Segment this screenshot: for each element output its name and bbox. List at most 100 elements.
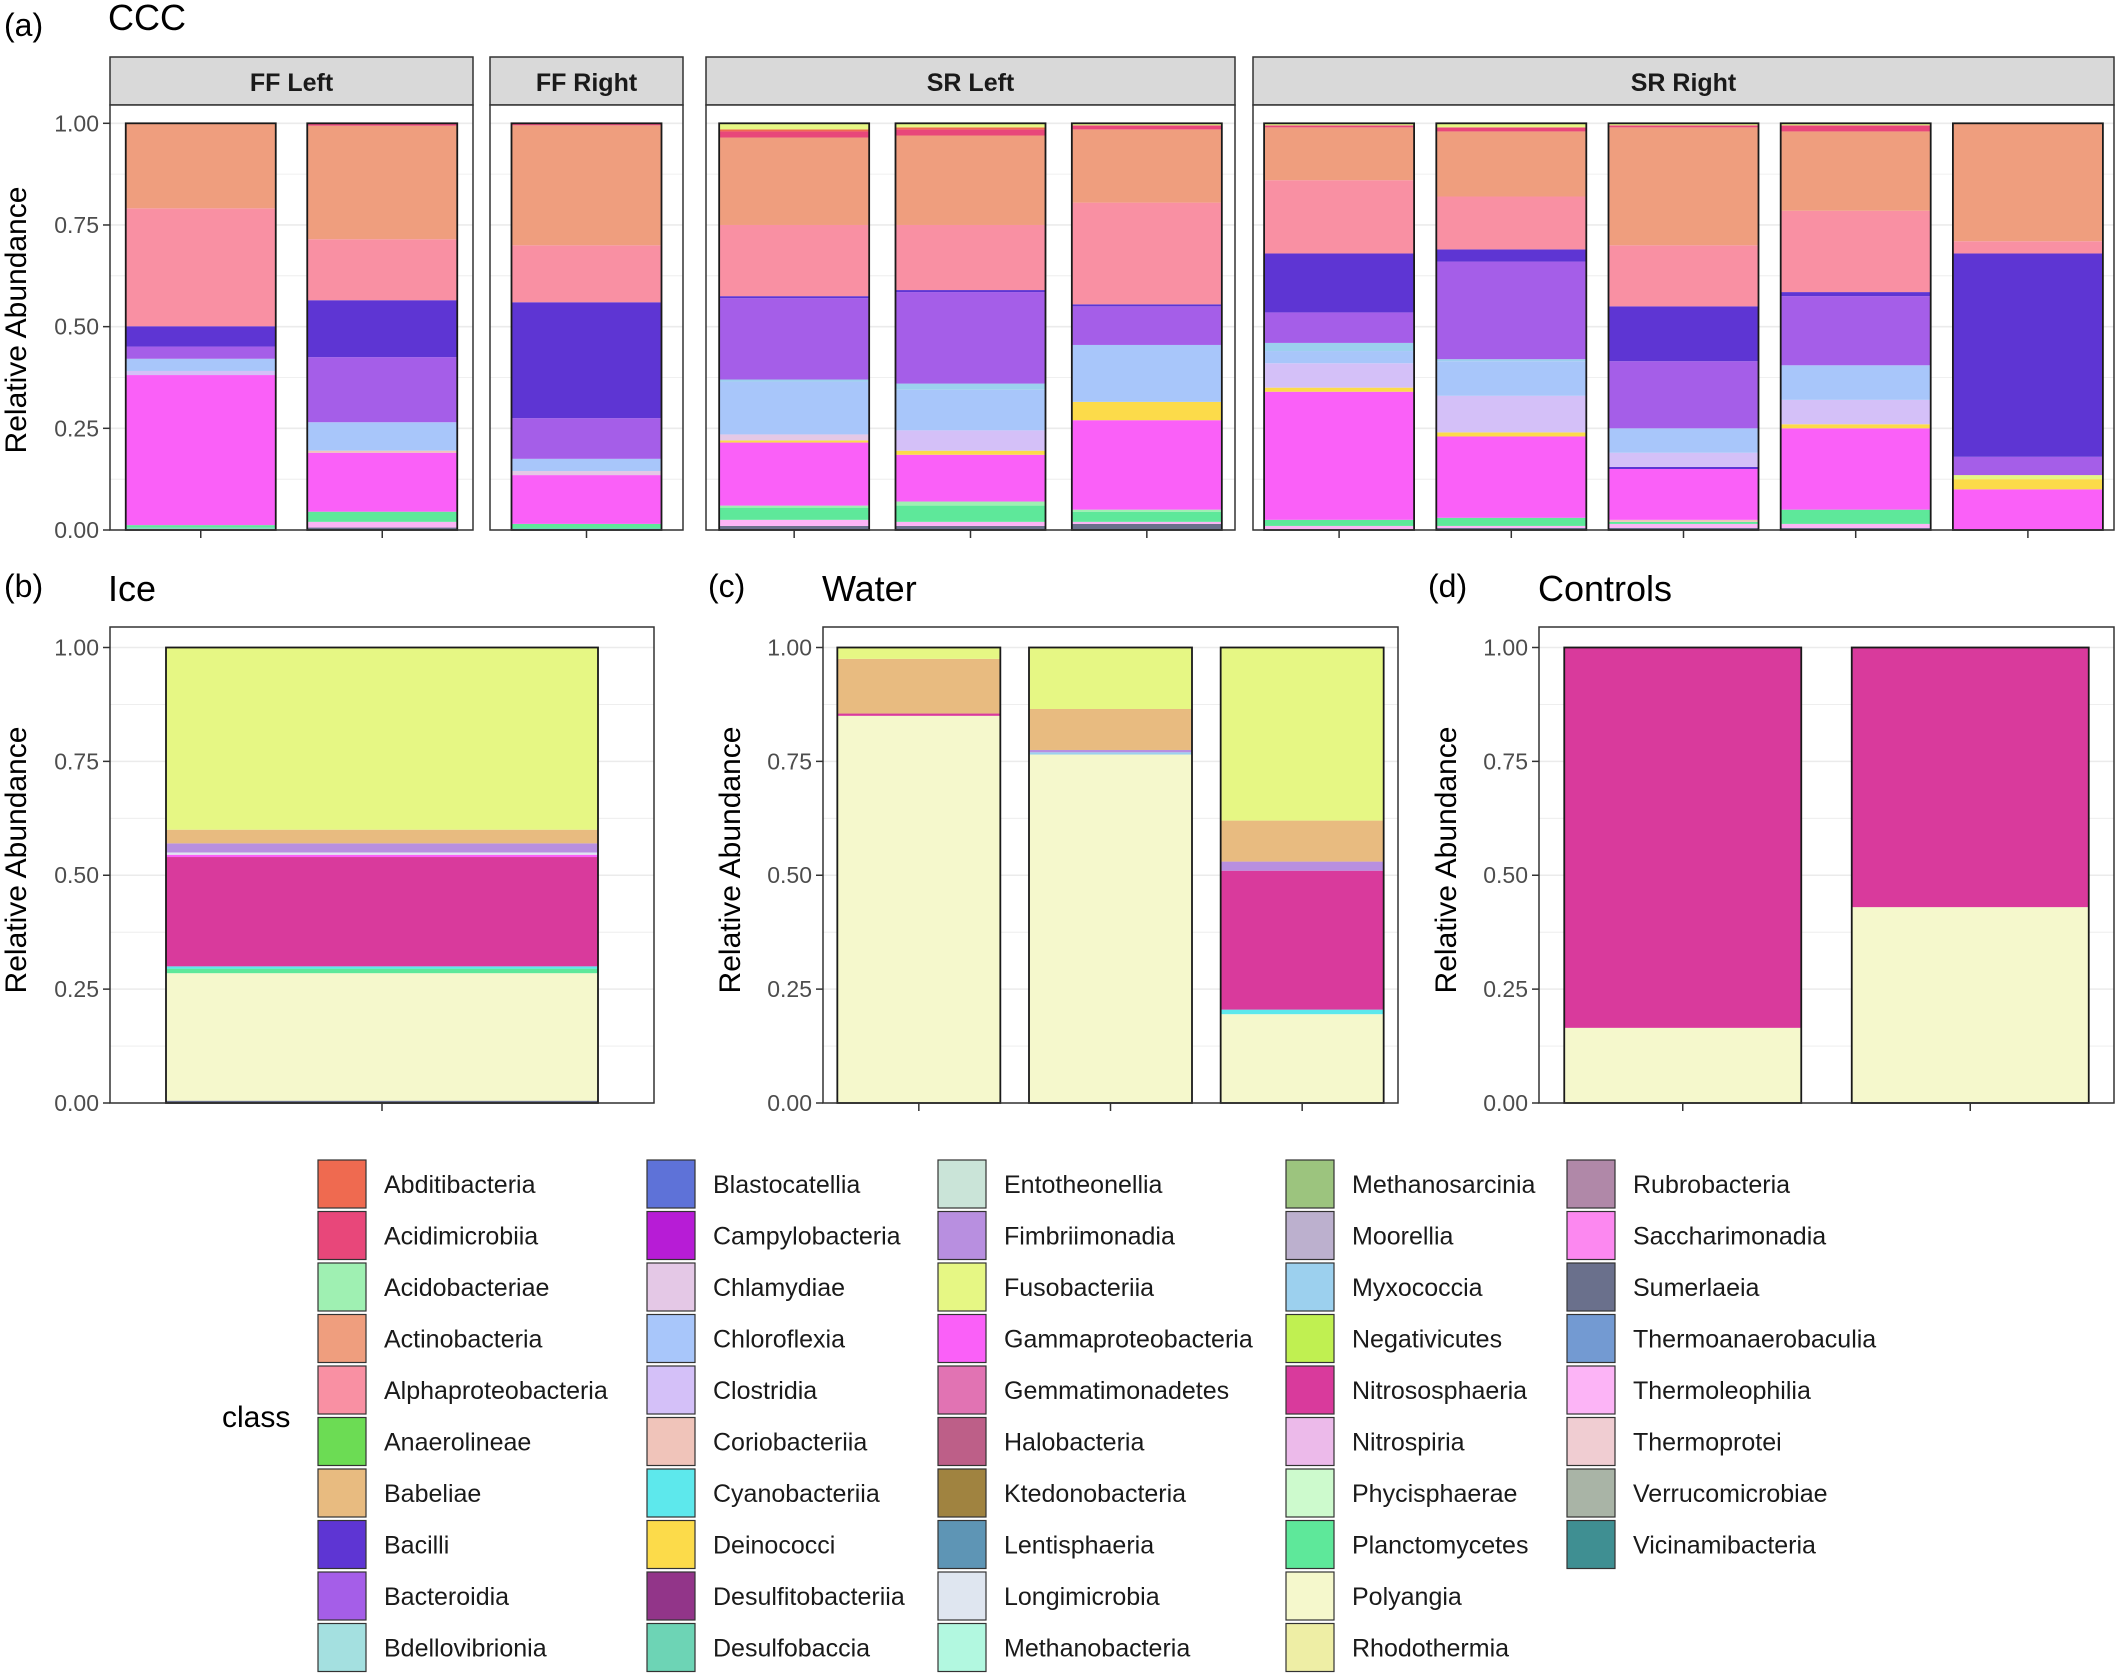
ccc-facet-3-bar-3-segment-5 <box>1780 399 1931 425</box>
ccc-facet-3-bar-1-segment-8 <box>1436 261 1587 360</box>
ccc-facet-2-bar-2-segment-12 <box>1071 123 1222 126</box>
legend-key-2-7 <box>937 1519 987 1570</box>
ccc-facet-1-bar-0-segment-9 <box>511 123 662 126</box>
ccc-facet-3-bar-2-segment-10 <box>1608 245 1759 307</box>
legend-key-3-2 <box>1285 1262 1335 1312</box>
legend-key-0-0 <box>317 1159 367 1209</box>
ccc-facet-2-bar-0-segment-0 <box>719 525 870 530</box>
legend-key-2-1 <box>937 1210 987 1261</box>
legend-label-1-0: Blastocatellia <box>713 1171 860 1199</box>
ccc-facet-2-bar-0-segment-6 <box>719 434 870 441</box>
ccc-facet-3-bar-0-segment-11 <box>1264 125 1415 128</box>
water-bar-2-segment-4 <box>1220 820 1384 862</box>
legend-label-2-5: Halobacteria <box>1004 1429 1144 1457</box>
legend-label-3-5: Nitrospiria <box>1352 1429 1465 1457</box>
legend-label-3-4: Nitrososphaeria <box>1352 1377 1527 1405</box>
ccc-facet-3-bar-2-segment-13 <box>1608 123 1759 126</box>
ccc-facet-3-bar-4-segment-3 <box>1952 456 2103 476</box>
water-bar-2-segment-3 <box>1220 861 1384 871</box>
ccc-facet-1-bar-0-segment-2 <box>511 475 662 524</box>
legend-label-1-6: Cyanobacteriia <box>713 1480 880 1508</box>
panel-c-title: Water <box>822 568 917 609</box>
ccc-facet-3-bar-0-segment-0 <box>1264 525 1415 530</box>
ccc-facet-3-bar-0-segment-9 <box>1264 180 1415 254</box>
ccc-facet-3-bar-0-segment-3 <box>1264 387 1415 392</box>
panel-a-label: (a) <box>4 7 43 43</box>
legend-label-4-3: Thermoanaerobaculia <box>1633 1326 1876 1354</box>
ccc-facet-2-bar-2-segment-4 <box>1071 420 1222 510</box>
ccc-facet-3-bar-3-segment-4 <box>1780 424 1931 429</box>
legend-key-1-9 <box>646 1622 696 1673</box>
controls-y-tick-label-3: 0.75 <box>1483 748 1528 774</box>
legend-key-3-5 <box>1285 1416 1335 1467</box>
legend-label-4-6: Verrucomicrobiae <box>1633 1480 1828 1508</box>
ccc-facet-0-bar-1-segment-4 <box>307 450 458 453</box>
ccc-facet-2-bar-0-segment-5 <box>719 440 870 443</box>
ccc-facet-3-bar-2-segment-3 <box>1608 519 1759 522</box>
water-y-tick-label-1: 0.25 <box>767 976 812 1002</box>
legend-key-3-0 <box>1285 1159 1335 1209</box>
ccc-facet-3-bar-2-segment-4 <box>1608 468 1759 520</box>
ccc-facet-3-bar-2-segment-8 <box>1608 361 1759 429</box>
ccc-facet-0-bar-1-segment-1 <box>307 521 458 528</box>
ccc-facet-3-bar-0-segment-6 <box>1264 342 1415 352</box>
ccc-facet-1-bar-0-segment-5 <box>511 418 662 459</box>
ccc-facet-2-bar-0-segment-15 <box>719 123 870 130</box>
ccc-facet-2-bar-2-segment-7 <box>1071 306 1222 345</box>
controls-bar-1-segment-1 <box>1851 647 2089 908</box>
ccc-facet-1-bar-0-segment-8 <box>511 125 662 246</box>
ccc-y-tick-label-3: 0.75 <box>54 212 99 238</box>
ccc-facet-0-bar-0-segment-5 <box>125 358 276 371</box>
ccc-facet-3-bar-1-segment-11 <box>1436 131 1587 197</box>
ccc-facet-3-bar-3-segment-11 <box>1780 125 1931 132</box>
ccc-facet-2-bar-0-segment-4 <box>719 442 870 506</box>
legend-label-3-7: Planctomycetes <box>1352 1532 1528 1560</box>
ccc-facet-3-bar-3-segment-3 <box>1780 428 1931 510</box>
legend-label-0-9: Bdellovibrionia <box>384 1635 547 1663</box>
ice-bar-0-segment-9 <box>166 647 598 830</box>
ccc-facet-0-bar-0-segment-3 <box>125 375 276 526</box>
ccc-facet-3-strip-label: SR Right <box>1631 69 1737 97</box>
legend-key-2-5 <box>937 1416 987 1467</box>
ccc-facet-2-bar-1-segment-9 <box>895 292 1046 384</box>
legend-label-3-9: Rhodothermia <box>1352 1635 1509 1663</box>
legend-label-0-6: Babeliae <box>384 1480 481 1508</box>
ccc-facet-3-bar-1-segment-6 <box>1436 361 1587 396</box>
ccc-facet-3-bar-0-segment-8 <box>1264 253 1415 313</box>
ccc-facet-2-bar-0-segment-11 <box>719 224 870 297</box>
ccc-facet-2-bar-0-segment-14 <box>719 129 870 132</box>
ccc-facet-0-bar-0-segment-7 <box>125 326 276 347</box>
legend-key-3-3 <box>1285 1313 1335 1364</box>
ccc-facet-2-bar-2-segment-5 <box>1071 401 1222 421</box>
controls-y-tick-label-1: 0.25 <box>1483 976 1528 1002</box>
water-bar-1-segment-0 <box>1029 754 1192 1103</box>
ccc-facet-0-bar-0-segment-2 <box>125 525 276 528</box>
ccc-facet-1-bar-0-segment-3 <box>511 471 662 476</box>
legend-label-3-6: Phycisphaerae <box>1352 1480 1517 1508</box>
legend-label-0-4: Alphaproteobacteria <box>384 1377 608 1405</box>
ccc-facet-0-bar-1-segment-7 <box>307 300 458 358</box>
y-axis-title-a: Relative Abundance <box>0 187 33 454</box>
legend-label-2-7: Lentisphaeria <box>1004 1532 1154 1560</box>
legend-label-2-0: Entotheonellia <box>1004 1171 1163 1199</box>
ccc-facet-2-bar-1-segment-7 <box>895 389 1046 431</box>
y-axis-title-d: Relative Abundance <box>1430 727 1463 994</box>
legend-label-0-5: Anaerolineae <box>384 1429 531 1457</box>
ccc-facet-2-strip <box>705 56 1236 106</box>
ccc-facet-3-bar-1-segment-3 <box>1436 436 1587 518</box>
water-panel-border <box>822 626 1399 1104</box>
water-bar-0-segment-1 <box>837 713 1001 716</box>
legend-key-4-6 <box>1566 1468 1616 1518</box>
ccc-facet-0-bar-1-segment-9 <box>307 125 458 240</box>
ccc-facet-2-bar-2-segment-1 <box>1071 521 1222 524</box>
ccc-facet-3-strip <box>1252 56 2115 106</box>
legend-key-0-1 <box>317 1210 367 1261</box>
ccc-y-tick-label-1: 0.25 <box>54 415 99 441</box>
ccc-facet-2-bar-2-segment-2 <box>1071 511 1222 522</box>
legend-key-1-1 <box>646 1210 696 1261</box>
panel-c-plot: 0.00 0.25 0.50 0.75 1.00 <box>767 626 1399 1116</box>
legend-label-2-9: Methanobacteria <box>1004 1635 1190 1663</box>
ccc-facet-3-bar-2-segment-7 <box>1608 428 1759 453</box>
legend-key-3-7 <box>1285 1519 1335 1570</box>
legend-key-4-2 <box>1566 1262 1616 1312</box>
